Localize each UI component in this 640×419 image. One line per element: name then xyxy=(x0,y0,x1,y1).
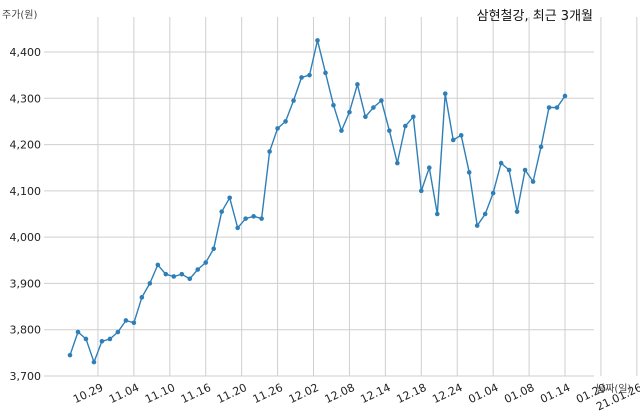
data-point xyxy=(91,359,97,365)
x-tick-label: 11.16 xyxy=(179,381,213,406)
data-point xyxy=(466,170,472,175)
series-layer xyxy=(67,38,568,365)
data-point xyxy=(99,338,105,344)
y-tick-label: 3,900 xyxy=(10,277,42,290)
x-tick-label: 11.04 xyxy=(107,381,141,406)
data-point xyxy=(123,318,129,323)
data-point xyxy=(251,214,256,219)
y-tick-label: 3,700 xyxy=(10,370,42,383)
x-axis-label: 날짜(일) xyxy=(596,383,632,395)
data-point xyxy=(75,329,81,335)
data-point xyxy=(67,352,73,358)
data-point xyxy=(195,267,201,272)
data-point xyxy=(267,149,272,154)
data-point xyxy=(179,271,185,277)
data-point xyxy=(203,260,209,265)
data-point xyxy=(411,114,416,120)
x-tick-label: 12.24 xyxy=(430,381,464,406)
data-point xyxy=(115,329,121,335)
data-point xyxy=(107,336,113,342)
data-point xyxy=(395,160,400,166)
data-point xyxy=(562,93,568,99)
x-tick-label: 01.08 xyxy=(502,381,536,406)
data-point xyxy=(275,126,280,131)
data-point xyxy=(155,262,161,268)
y-tick-label: 4,200 xyxy=(10,139,42,152)
data-point xyxy=(442,91,448,96)
data-point xyxy=(363,114,368,120)
x-tick-label: 12.08 xyxy=(323,381,357,406)
data-point xyxy=(147,281,153,286)
data-point xyxy=(315,38,320,43)
y-tick-label: 4,000 xyxy=(10,231,42,244)
x-tick-label: 01.04 xyxy=(466,381,500,406)
x-tick-label: 12.18 xyxy=(395,381,429,406)
data-point xyxy=(538,144,544,150)
data-point xyxy=(323,70,328,76)
data-point xyxy=(355,82,360,87)
data-point xyxy=(83,336,89,342)
data-point xyxy=(387,128,392,133)
data-point xyxy=(379,98,384,103)
data-point xyxy=(211,246,217,252)
data-point xyxy=(235,225,240,231)
data-point xyxy=(299,75,304,80)
data-point xyxy=(506,167,512,173)
data-point xyxy=(450,137,456,143)
data-point xyxy=(426,165,432,171)
data-point xyxy=(219,209,224,214)
x-tick-label: 11.10 xyxy=(143,381,177,406)
data-point xyxy=(554,105,560,110)
data-point xyxy=(259,216,264,221)
x-tick-label: 10.29 xyxy=(71,381,105,406)
y-tick-label: 4,300 xyxy=(10,92,42,105)
x-tick-label: 01.14 xyxy=(538,381,572,406)
data-point xyxy=(371,105,376,110)
chart-title: 삼현철강, 최근 3개월 xyxy=(477,9,593,24)
x-tick-label: 11.26 xyxy=(251,381,285,406)
data-point xyxy=(498,160,504,166)
data-point xyxy=(490,190,496,196)
grid-layer xyxy=(44,17,638,377)
y-tick-label: 4,100 xyxy=(10,185,42,198)
y-tick-label: 4,400 xyxy=(10,46,42,59)
data-point xyxy=(163,271,169,277)
data-point xyxy=(227,195,232,201)
data-point xyxy=(331,102,336,108)
data-point xyxy=(291,98,296,103)
axis-layer: 3,700 3,800 3,900 4,000 4,100 4,200 4,300 4,400… xyxy=(10,46,640,413)
x-tick-label: 12.02 xyxy=(287,381,321,406)
data-point xyxy=(418,188,424,194)
data-point xyxy=(283,119,288,124)
data-point xyxy=(307,72,312,78)
y-axis-label: 주가(원) xyxy=(2,9,38,21)
data-point xyxy=(458,133,464,138)
data-point xyxy=(243,216,248,221)
data-point xyxy=(187,276,193,282)
data-point xyxy=(403,123,408,129)
data-point xyxy=(139,295,145,300)
y-tick-label: 3,800 xyxy=(10,324,42,337)
data-point xyxy=(530,179,536,184)
series-line xyxy=(69,40,566,365)
data-point xyxy=(514,209,520,214)
x-tick-label: 11.20 xyxy=(215,381,249,406)
data-point xyxy=(171,274,177,279)
x-tick-label: 12.14 xyxy=(359,381,393,406)
data-point xyxy=(434,211,440,217)
data-point xyxy=(546,105,552,110)
data-point xyxy=(474,223,480,228)
data-point xyxy=(482,211,488,217)
data-point xyxy=(131,320,137,326)
data-point xyxy=(522,167,528,173)
data-point xyxy=(339,128,344,133)
data-point xyxy=(347,109,352,115)
